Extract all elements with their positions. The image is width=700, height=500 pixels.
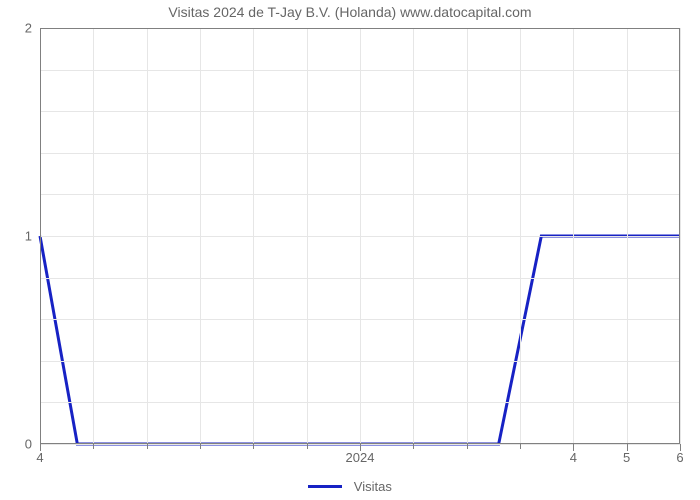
x-tick-minor	[307, 444, 308, 449]
grid-line-horizontal	[40, 319, 680, 320]
grid-line-vertical	[680, 28, 681, 444]
x-tick-label: 6	[676, 450, 683, 465]
x-tick-minor	[520, 444, 521, 449]
x-tick-label: 5	[623, 450, 630, 465]
grid-line-horizontal	[40, 236, 680, 237]
grid-line-horizontal	[40, 111, 680, 112]
grid-line-horizontal	[40, 194, 680, 195]
plot-area: 01242024456	[40, 28, 680, 444]
x-tick-minor	[413, 444, 414, 449]
legend-swatch	[308, 485, 342, 488]
x-tick-minor	[200, 444, 201, 449]
x-tick-minor	[467, 444, 468, 449]
axis-border	[40, 28, 41, 444]
x-tick-label: 2024	[346, 450, 375, 465]
x-tick-label: 4	[570, 450, 577, 465]
axis-border	[679, 28, 680, 444]
x-tick-minor	[147, 444, 148, 449]
legend-label: Visitas	[354, 479, 392, 494]
grid-line-horizontal	[40, 278, 680, 279]
x-tick-minor	[93, 444, 94, 449]
chart-container: Visitas 2024 de T-Jay B.V. (Holanda) www…	[0, 0, 700, 500]
y-tick-label: 2	[25, 21, 32, 36]
chart-title: Visitas 2024 de T-Jay B.V. (Holanda) www…	[0, 4, 700, 20]
grid-line-horizontal	[40, 361, 680, 362]
grid-line-horizontal	[40, 402, 680, 403]
legend: Visitas	[0, 478, 700, 494]
y-tick-label: 1	[25, 229, 32, 244]
x-tick-minor	[253, 444, 254, 449]
y-tick-label: 0	[25, 437, 32, 452]
axis-border	[40, 28, 680, 29]
grid-line-horizontal	[40, 153, 680, 154]
grid-line-horizontal	[40, 70, 680, 71]
x-tick-label: 4	[36, 450, 43, 465]
